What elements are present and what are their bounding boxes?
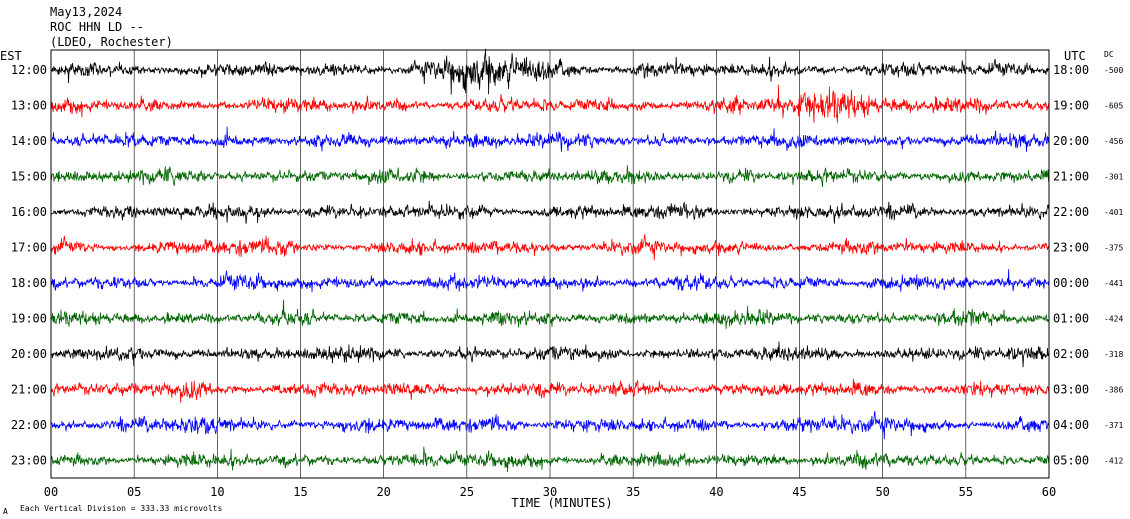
est-time-label: 21:00 [11, 383, 47, 397]
est-axis-label: EST [0, 49, 22, 63]
utc-time-label: 02:00 [1053, 347, 1089, 361]
trace-row-17:00 [50, 234, 1050, 261]
row-labels: 12:00 18:00 -500 13:00 19:00 -605 14:00 20:00 -4… [11, 63, 1124, 468]
utc-time-label: 01:00 [1053, 312, 1089, 326]
utc-time-label: 19:00 [1053, 99, 1089, 113]
utc-axis-label: UTC [1064, 49, 1086, 63]
est-time-label: 14:00 [11, 134, 47, 148]
est-time-label: 17:00 [11, 241, 47, 255]
est-time-label: 12:00 [11, 63, 47, 77]
trace-row-22:00 [50, 410, 1050, 440]
utc-time-label: 23:00 [1053, 241, 1089, 255]
dc-offset-label: -605 [1104, 102, 1123, 111]
utc-time-label: 21:00 [1053, 170, 1089, 184]
utc-time-label: 03:00 [1053, 383, 1089, 397]
plot-frame [50, 49, 1050, 479]
est-time-label: 18:00 [11, 276, 47, 290]
dc-header-label: DC [1104, 50, 1114, 59]
dc-offset-label: -424 [1104, 315, 1123, 324]
est-time-label: 22:00 [11, 418, 47, 432]
corner-mark: A [3, 507, 8, 516]
x-tick-label: 50 [875, 485, 889, 499]
est-time-label: 13:00 [11, 99, 47, 113]
date-label: May13,2024 [50, 5, 123, 19]
est-time-label: 20:00 [11, 347, 47, 361]
est-time-label: 16:00 [11, 205, 47, 219]
location-label: (LDEO, Rochester) [50, 35, 173, 49]
scale-note: Each Vertical Division = 333.33 microvol… [20, 504, 223, 513]
dc-offset-label: -401 [1104, 208, 1123, 217]
x-tick-label: 05 [127, 485, 141, 499]
x-tick-label: 10 [210, 485, 224, 499]
x-tick-label: 55 [959, 485, 973, 499]
trace-row-13:00 [50, 84, 1050, 123]
x-tick-label: 30 [543, 485, 557, 499]
est-time-label: 23:00 [11, 454, 47, 468]
est-time-label: 19:00 [11, 312, 47, 326]
x-tick-label: 45 [792, 485, 806, 499]
seismic-traces [50, 48, 1050, 473]
utc-time-label: 18:00 [1053, 63, 1089, 77]
est-time-label: 15:00 [11, 170, 47, 184]
dc-offset-label: -441 [1104, 279, 1123, 288]
trace-row-14:00 [50, 126, 1050, 152]
dc-offset-label: -386 [1104, 386, 1123, 395]
x-tick-label: 00 [44, 485, 58, 499]
x-tick-label: 15 [293, 485, 307, 499]
x-tick-label: 25 [460, 485, 474, 499]
trace-row-23:00 [50, 446, 1050, 473]
x-tick-label: 40 [709, 485, 723, 499]
trace-row-20:00 [50, 341, 1050, 368]
x-tick-label: 20 [376, 485, 390, 499]
trace-row-12:00 [50, 48, 1050, 95]
dc-offset-label: -375 [1104, 244, 1123, 253]
dc-offset-label: -500 [1104, 66, 1123, 75]
utc-time-label: 00:00 [1053, 276, 1089, 290]
utc-time-label: 22:00 [1053, 205, 1089, 219]
x-axis-label: TIME (MINUTES) [511, 496, 612, 510]
dc-offset-label: -456 [1104, 137, 1123, 146]
x-tick-label: 60 [1042, 485, 1056, 499]
utc-time-label: 20:00 [1053, 134, 1089, 148]
x-axis-ticks: 00 05 10 15 20 25 30 35 40 45 50 55 60 [44, 485, 1056, 499]
station-label: ROC HHN LD -- [50, 20, 144, 34]
dc-offset-label: -412 [1104, 457, 1123, 466]
chart-grid [50, 50, 1050, 478]
dc-offset-label: -318 [1104, 350, 1123, 359]
dc-offset-label: -371 [1104, 421, 1123, 430]
trace-row-15:00 [50, 165, 1050, 188]
trace-row-21:00 [50, 378, 1050, 403]
dc-offset-label: -301 [1104, 173, 1123, 182]
x-tick-label: 35 [626, 485, 640, 499]
utc-time-label: 05:00 [1053, 454, 1089, 468]
utc-time-label: 04:00 [1053, 418, 1089, 432]
trace-row-19:00 [50, 299, 1050, 329]
trace-row-16:00 [50, 200, 1050, 224]
trace-row-18:00 [50, 269, 1050, 293]
